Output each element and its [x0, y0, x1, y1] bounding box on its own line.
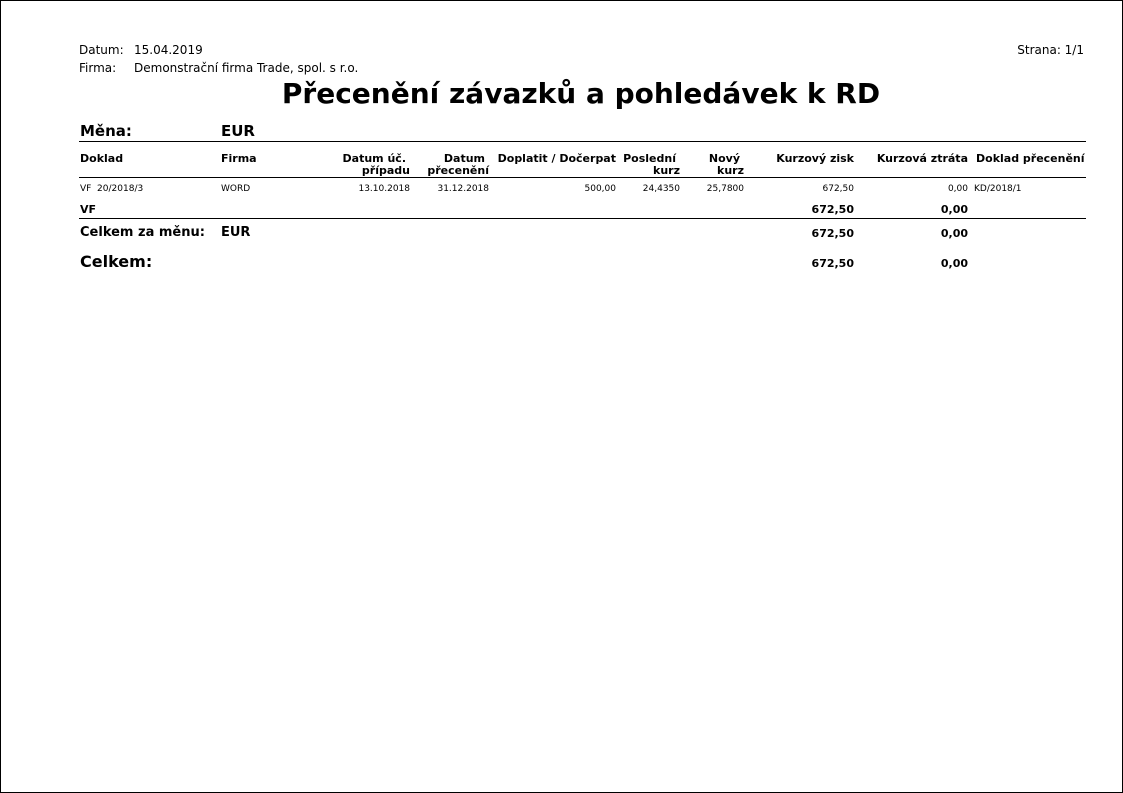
col-datum-pr: Datum: [443, 152, 485, 165]
col-posl-kurz-2: kurz: [653, 164, 680, 177]
report-title: Přecenění závazků a pohledávek k RD: [281, 77, 881, 110]
date-label: Datum:: [79, 43, 124, 57]
currency-value: EUR: [221, 122, 255, 140]
currency-total-zisk: 672,50: [811, 227, 854, 240]
col-firma: Firma: [221, 152, 257, 165]
divider: [79, 218, 1086, 219]
col-ztrata: Kurzová ztráta: [876, 152, 968, 165]
company-label: Firma:: [79, 61, 117, 75]
cell-datum-pr: 31.12.2018: [437, 184, 489, 194]
currency-total-ztrata: 0,00: [940, 227, 968, 240]
col-datum-uc-2: případu: [361, 164, 410, 177]
col-doklad: Doklad: [80, 152, 124, 165]
company-value: Demonstrační firma Trade, spol. s r.o.: [134, 61, 359, 75]
grand-total-label: Celkem:: [80, 252, 153, 271]
group-zisk: 672,50: [811, 203, 854, 216]
col-novy-kurz-2: kurz: [717, 164, 744, 177]
cell-datum-uc: 13.10.2018: [358, 184, 410, 194]
cell-doklad: VF 20/2018/3: [80, 184, 144, 194]
cell-novy-kurz: 25,7800: [706, 184, 744, 194]
grand-total-zisk: 672,50: [811, 257, 854, 270]
currency-label: Měna:: [80, 122, 132, 140]
group-label: VF: [80, 203, 97, 216]
currency-total-mena: EUR: [221, 225, 251, 240]
grand-total-ztrata: 0,00: [940, 257, 968, 270]
cell-doklad-pr: KD/2018/1: [974, 184, 1022, 194]
group-ztrata: 0,00: [940, 203, 968, 216]
col-doklad-pr: Doklad přecenění: [976, 152, 1085, 165]
cell-ztrata: 0,00: [947, 184, 968, 194]
col-datum-uc: Datum úč.: [342, 152, 406, 165]
cell-firma: WORD: [221, 184, 251, 194]
cell-posl-kurz: 24,4350: [642, 184, 680, 194]
col-novy-kurz: Nový: [708, 152, 740, 165]
cell-zisk: 672,50: [822, 184, 855, 194]
currency-total-label: Celkem za měnu:: [80, 225, 205, 240]
page-number: Strana: 1/1: [1017, 43, 1084, 57]
divider: [79, 177, 1086, 178]
cell-doplatit: 500,00: [584, 184, 617, 194]
col-posl-kurz: Poslední: [623, 152, 676, 165]
divider: [79, 141, 1086, 142]
col-zisk: Kurzový zisk: [776, 152, 854, 165]
date-value: 15.04.2019: [134, 43, 203, 57]
col-datum-pr-2: přecenění: [427, 164, 489, 177]
col-doplatit: Doplatit / Dočerpat: [497, 152, 616, 165]
